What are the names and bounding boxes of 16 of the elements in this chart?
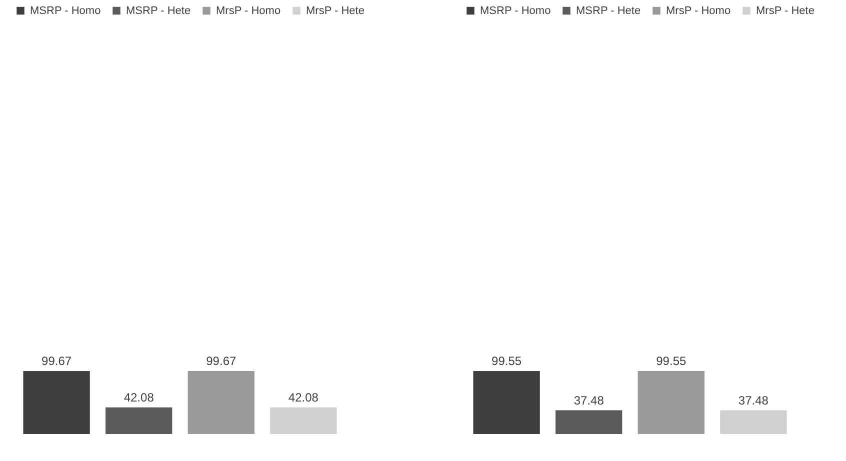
data-label: 37.48 [738, 393, 769, 408]
legend-label: MrsP - Hete [756, 4, 814, 17]
data-label: 37.48 [574, 393, 604, 408]
data-label: 99.67 [42, 354, 72, 368]
data-label: 99.55 [656, 354, 686, 368]
legend-label: MSRP - Hete [126, 4, 191, 17]
legend-label: MrsP - Homo [666, 4, 731, 17]
data-label: 99.67 [206, 354, 236, 368]
legend-label: MSRP - Hete [576, 4, 641, 17]
legend-label: MrsP - Hete [306, 4, 364, 17]
legend-label: MSRP - Homo [480, 4, 551, 17]
legend-label: MrsP - Homo [216, 4, 281, 17]
data-label: 42.08 [288, 390, 319, 404]
data-label: 99.55 [492, 354, 522, 368]
data-label: 42.08 [124, 390, 154, 404]
legend-label: MSRP - Homo [30, 4, 101, 17]
